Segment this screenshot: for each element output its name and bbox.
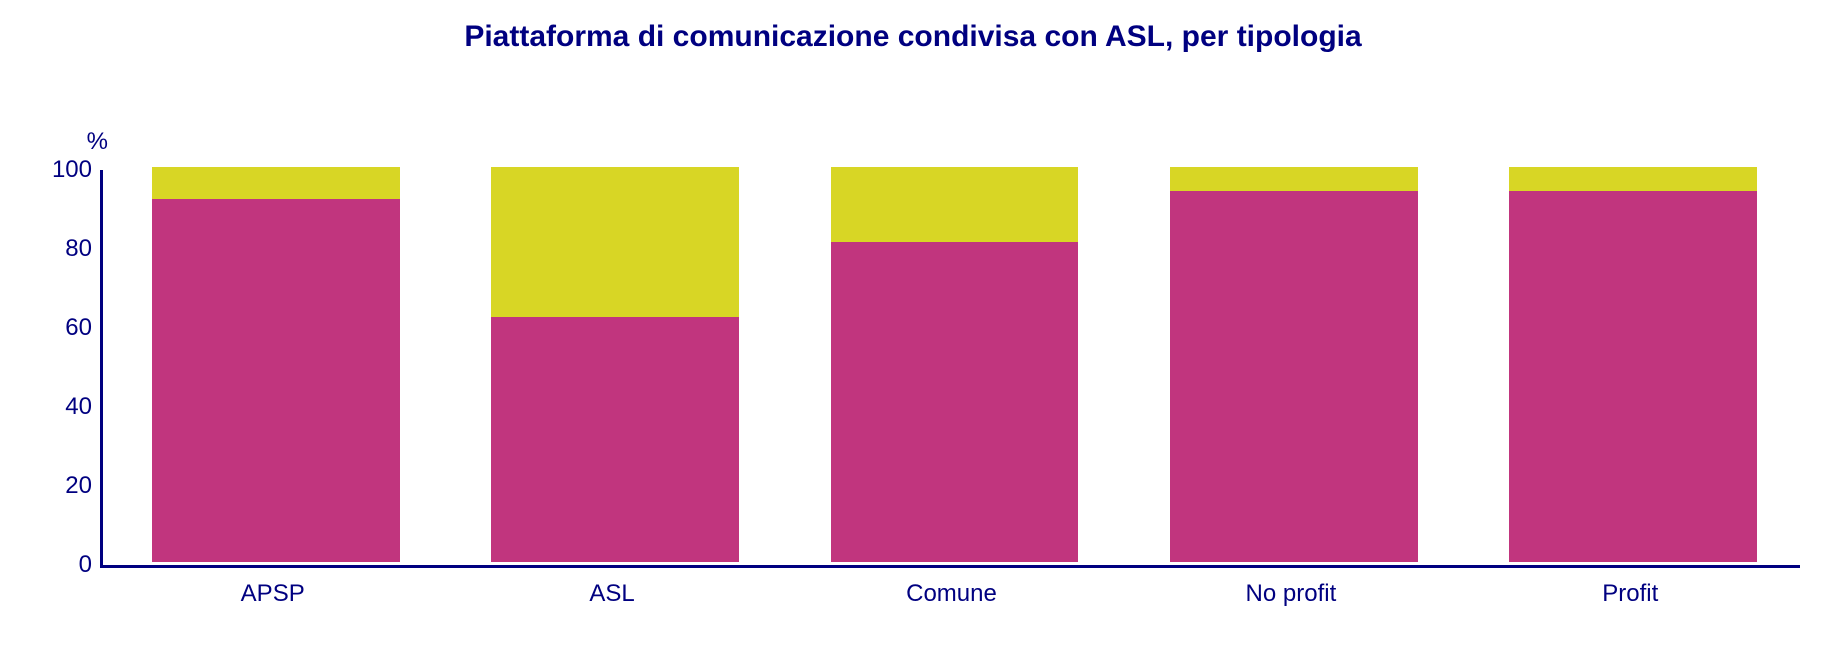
bar-segment [491,167,739,317]
chart-title: Piattaforma di comunicazione condivisa c… [0,20,1826,54]
x-category-label: Profit [1461,580,1800,608]
bar [491,167,739,562]
bar [831,167,1079,562]
bar-segment [1170,191,1418,562]
bar-segment [831,242,1079,562]
x-category-label: Comune [782,580,1121,608]
bar [1509,167,1757,562]
y-tick-label: 40 [22,393,92,421]
bar [152,167,400,562]
chart: Piattaforma di comunicazione condivisa c… [0,0,1826,671]
bar-segment [1170,167,1418,191]
bar-segment [1509,167,1757,191]
y-tick-label: 20 [22,472,92,500]
bar [1170,167,1418,562]
y-tick-label: 0 [22,551,92,579]
x-category-label: ASL [442,580,781,608]
bar-segment [152,199,400,562]
plot-area [100,170,1800,568]
y-tick-label: 60 [22,314,92,342]
bar-segment [152,167,400,199]
x-category-label: APSP [103,580,442,608]
bar-segment [491,317,739,562]
y-tick-label: 100 [22,156,92,184]
bar-segment [1509,191,1757,562]
y-unit-label: % [48,128,108,156]
bar-segment [831,167,1079,242]
x-category-label: No profit [1121,580,1460,608]
y-tick-label: 80 [22,235,92,263]
